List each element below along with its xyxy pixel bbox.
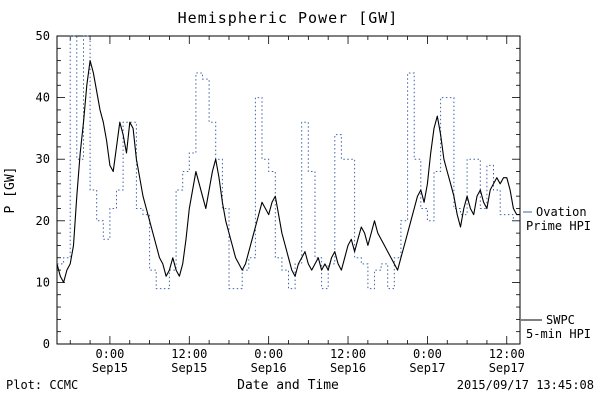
x-axis-label: Date and Time <box>237 378 339 393</box>
plot-credit: Plot: CCMC <box>6 378 78 392</box>
swpc-legend-label-line2: 5-min HPI <box>526 327 591 341</box>
swpc-legend-label-line1: SWPC <box>546 313 575 327</box>
data-series <box>56 35 520 290</box>
y-tick-label: 10 <box>36 275 50 289</box>
y-axis-label: P [GW] <box>3 167 18 214</box>
x-tick-time: 12:00 <box>171 347 207 361</box>
x-tick-date: Sep17 <box>409 361 445 375</box>
axis-ticks <box>57 35 520 345</box>
x-tick-time: 0:00 <box>413 347 442 361</box>
x-tick-date: Sep17 <box>489 361 525 375</box>
y-tick-label: 20 <box>36 214 50 228</box>
x-tick-date: Sep16 <box>330 361 366 375</box>
ovation-series-line <box>57 35 520 290</box>
plot-timestamp: 2015/09/17 13:45:08 <box>457 378 594 392</box>
x-tick-time: 12:00 <box>489 347 525 361</box>
y-tick-label: 40 <box>36 91 50 105</box>
y-tick-labels: 0 10 20 30 40 50 <box>36 29 50 351</box>
y-tick-label: 0 <box>43 337 50 351</box>
x-tick-date: Sep15 <box>92 361 128 375</box>
x-tick-time: 12:00 <box>330 347 366 361</box>
y-tick-label: 50 <box>36 29 50 43</box>
x-tick-date: Sep15 <box>171 361 207 375</box>
x-tick-time: 0:00 <box>254 347 283 361</box>
y-tick-label: 30 <box>36 152 50 166</box>
x-tick-time: 0:00 <box>95 347 124 361</box>
ovation-legend-label-line2: Prime HPI <box>526 219 591 233</box>
x-tick-date: Sep16 <box>251 361 287 375</box>
swpc-series-line <box>56 60 520 283</box>
plot-frame <box>56 35 521 345</box>
x-tick-labels: 0:00Sep1512:00Sep150:00Sep1612:00Sep160:… <box>92 347 525 375</box>
chart-title: Hemispheric Power [GW] <box>178 9 399 27</box>
ovation-legend-label-line1: Ovation <box>536 205 587 219</box>
